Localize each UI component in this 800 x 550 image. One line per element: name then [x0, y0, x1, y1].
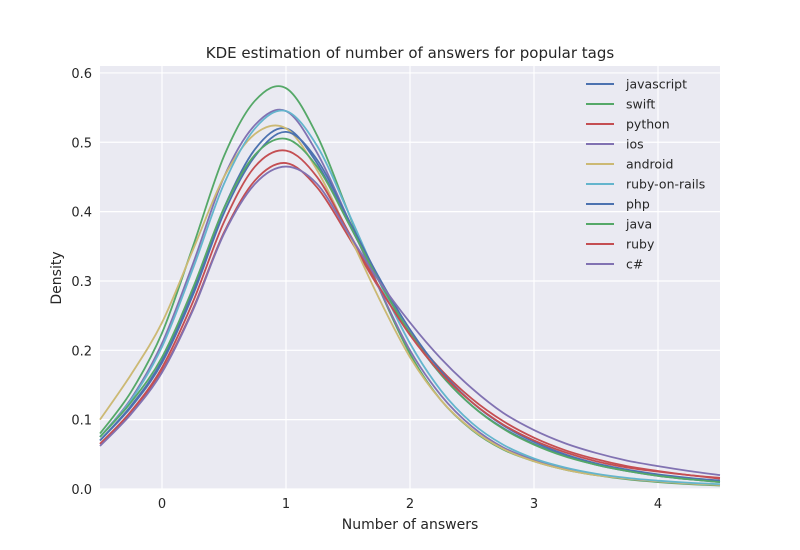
x-tick-label: 0: [158, 497, 166, 512]
series-line-ruby-on-rails: [99, 109, 721, 486]
series-lines: [99, 85, 721, 487]
y-tick-label: 0.2: [71, 344, 92, 359]
x-tick-label: 3: [530, 497, 538, 512]
legend-label-python: python: [626, 117, 670, 132]
series-line-java: [99, 137, 721, 483]
x-tick-label: 1: [282, 497, 290, 512]
y-tick-label: 0.3: [71, 275, 92, 290]
legend-label-java: java: [625, 217, 652, 232]
x-tick-label: 2: [406, 497, 414, 512]
y-tick-label: 0.6: [71, 67, 92, 82]
x-tick-label: 4: [654, 497, 662, 512]
legend: javascript swift python ios android ruby-on-r…: [586, 77, 705, 272]
tick-labels: 0 1 2 3 4 0.0 0.1 0.2 0.3 0.4 0.5 0.6: [71, 67, 662, 512]
legend-label-php: php: [626, 197, 650, 212]
legend-label-ios: ios: [626, 137, 644, 152]
legend-label-csharp: c#: [626, 257, 643, 272]
legend-label-swift: swift: [626, 97, 655, 112]
series-line-php: [99, 130, 721, 482]
y-axis-label: Density: [49, 251, 65, 304]
legend-label-ruby-on-rails: ruby-on-rails: [626, 177, 705, 192]
series-line-csharp: [99, 165, 721, 477]
y-tick-label: 0.1: [71, 414, 92, 429]
y-tick-label: 0.4: [71, 206, 92, 221]
x-axis-label: Number of answers: [342, 517, 479, 533]
series-line-ruby: [99, 149, 721, 479]
legend-label-ruby: ruby: [626, 237, 655, 252]
y-tick-label: 0.5: [71, 136, 92, 151]
y-tick-label: 0.0: [71, 483, 92, 498]
legend-label-javascript: javascript: [625, 77, 687, 92]
series-line-android: [99, 124, 721, 486]
legend-label-android: android: [626, 157, 673, 172]
chart-title: KDE estimation of number of answers for …: [206, 44, 615, 62]
